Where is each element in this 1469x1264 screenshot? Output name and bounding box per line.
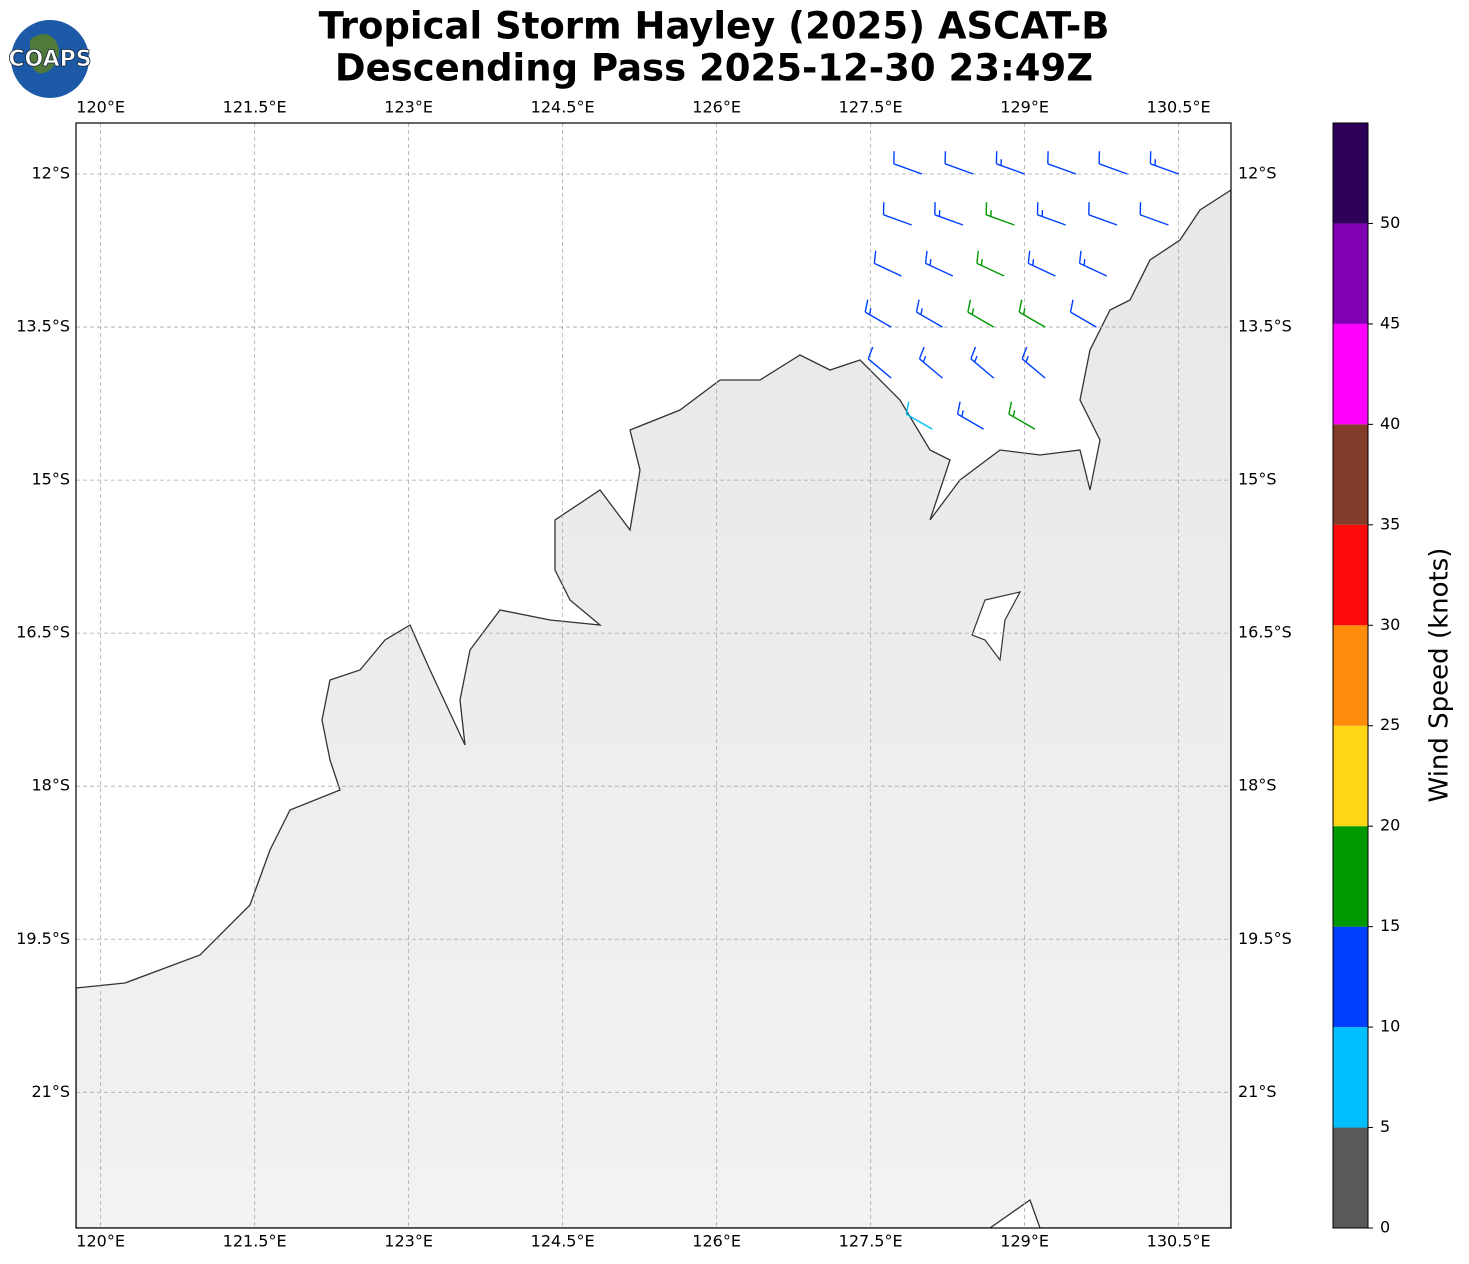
title: Descending Pass 2025-12-30 23:49Z	[335, 47, 1093, 90]
lon-label-top: 120°E	[76, 98, 125, 117]
colorbar: 0 5 10 15 20 25 30 35 40 45 50	[1332, 122, 1400, 1237]
colorbar-tick-label: 10	[1380, 1017, 1400, 1036]
title: Tropical Storm Hayley (2025) ASCAT-B	[319, 5, 1110, 48]
wind-barb	[970, 346, 995, 379]
lat-label-right: 15°S	[1238, 470, 1277, 489]
wind-barb	[1088, 202, 1118, 226]
colorbar-tick-label: 0	[1380, 1218, 1390, 1237]
wind-barb	[905, 401, 933, 430]
lat-label-right: 13.5°S	[1238, 317, 1292, 336]
wind-barb	[1098, 151, 1128, 175]
wind-barb	[1021, 346, 1046, 379]
colorbar-segment	[1333, 625, 1368, 726]
wind-barb	[873, 250, 902, 277]
lon-label-bottom: 129°E	[1000, 1232, 1049, 1251]
wind-barb	[1078, 250, 1108, 277]
colorbar-segment	[1333, 223, 1368, 324]
wind-barb	[924, 250, 954, 277]
logo: COAPS	[8, 20, 92, 98]
colorbar-frame	[1332, 122, 1369, 1229]
colorbar-tick-label: 15	[1380, 916, 1400, 935]
wind-barb	[995, 151, 1025, 175]
lon-label-top: 129°E	[1000, 98, 1049, 117]
colorbar-tick-label: 45	[1380, 313, 1400, 332]
colorbar-tick-label: 50	[1380, 213, 1400, 232]
wind-barb	[967, 299, 995, 328]
wind-barb	[1047, 151, 1077, 175]
wind-barb	[1027, 250, 1056, 277]
map-frame	[75, 122, 1232, 1229]
lon-label-bottom: 123°E	[384, 1232, 433, 1251]
lat-label-right: 12°S	[1238, 164, 1277, 183]
land	[76, 189, 1231, 1228]
barbs	[864, 151, 1179, 430]
wind-barb	[1139, 202, 1169, 226]
lat-label-right: 21°S	[1238, 1082, 1277, 1101]
colorbar-tick-label: 20	[1380, 816, 1400, 835]
lon-label-bottom: 124.5°E	[531, 1232, 595, 1251]
wind-barb	[1018, 299, 1046, 328]
lon-label-top: 130.5°E	[1147, 98, 1211, 117]
lat-label-right: 16.5°S	[1238, 623, 1292, 642]
island	[971, 591, 1022, 662]
wind-barb	[976, 250, 1005, 277]
lat-label-right: 18°S	[1238, 776, 1277, 795]
wind-barb	[882, 202, 912, 226]
lon-label-bottom: 120°E	[76, 1232, 125, 1251]
colorbar-segment	[1333, 123, 1368, 224]
colorbar-segment	[1333, 926, 1368, 1028]
wind-barb	[918, 346, 943, 379]
lat-label-left: 15°S	[31, 470, 70, 489]
map-area	[76, 123, 1231, 1228]
wind-barb	[944, 151, 974, 175]
colorbar-tick-label: 30	[1380, 615, 1400, 634]
colorbar-segment	[1333, 323, 1368, 425]
wind-barb	[934, 202, 964, 226]
colorbar-segment	[1333, 424, 1368, 525]
lat-label-right: 19.5°S	[1238, 929, 1292, 948]
lon-label-bottom: 127.5°E	[839, 1232, 903, 1251]
colorbar-segment	[1333, 826, 1368, 927]
wind-barb	[864, 299, 892, 328]
colorbar-tick-label: 40	[1380, 414, 1400, 433]
logo-text: COAPS	[8, 47, 91, 72]
colorbar-tick-label: 25	[1380, 715, 1400, 734]
lat-label-left: 21°S	[31, 1082, 70, 1101]
colorbar-segment	[1333, 1127, 1368, 1228]
colorbar-tick-label: 5	[1380, 1117, 1390, 1136]
lat-label-left: 16.5°S	[16, 623, 70, 642]
wind-barb	[1069, 299, 1097, 328]
colorbar-tick-label: 35	[1380, 514, 1400, 533]
wind-barb	[915, 299, 943, 328]
lon-label-top: 124.5°E	[531, 98, 595, 117]
lon-label-top: 121.5°E	[223, 98, 287, 117]
lon-label-bottom: 121.5°E	[223, 1232, 287, 1251]
lon-label-bottom: 126°E	[692, 1232, 741, 1251]
lon-label-bottom: 130.5°E	[1147, 1232, 1211, 1251]
colorbar-segment	[1333, 524, 1368, 626]
wind-barb	[956, 401, 984, 430]
wind-barb	[867, 346, 892, 379]
lat-label-left: 18°S	[31, 776, 70, 795]
graticule	[76, 123, 1231, 1228]
wind-barb	[1008, 401, 1036, 430]
lat-label-left: 19.5°S	[16, 929, 70, 948]
wind-barb	[1036, 202, 1066, 226]
lon-label-top: 123°E	[384, 98, 433, 117]
lat-label-left: 12°S	[31, 164, 70, 183]
lon-label-top: 126°E	[692, 98, 741, 117]
colorbar-label: Wind Speed (knots)	[1425, 548, 1455, 803]
lon-label-top: 127.5°E	[839, 98, 903, 117]
colorbar-segment	[1333, 1027, 1368, 1128]
lat-label-left: 13.5°S	[16, 317, 70, 336]
colorbar-segment	[1333, 725, 1368, 827]
wind-barb	[985, 202, 1015, 226]
wind-barb	[1149, 151, 1179, 175]
wind-barb	[893, 151, 923, 175]
